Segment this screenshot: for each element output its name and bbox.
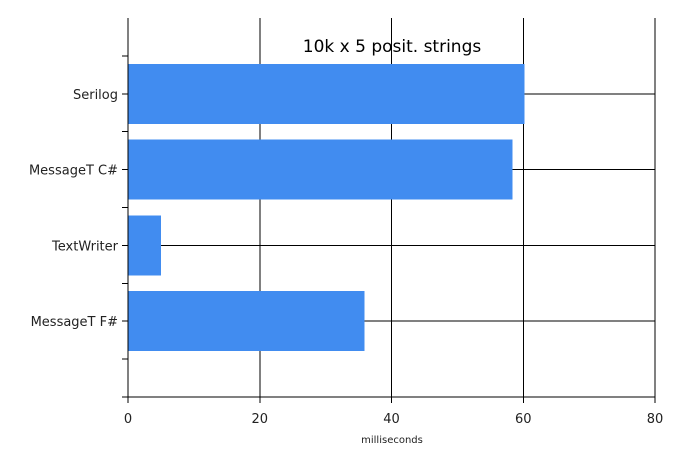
chart-title: 10k x 5 posit. strings [303,37,482,57]
x-tick-label-0: 0 [124,412,132,427]
y-category-label: TextWriter [51,239,119,254]
x-tick-label-40: 40 [383,412,400,427]
x-tick-label-60: 60 [515,412,532,427]
x-tick-label-80: 80 [647,412,664,427]
bar-messaget-f- [128,291,365,352]
bar-messaget-c- [128,139,513,200]
y-category-label: MessageT F# [31,315,118,330]
axes [122,18,655,403]
bars [128,63,525,352]
bar-textwriter [128,215,161,276]
x-axis-label: milliseconds [361,435,423,446]
bar-serilog [128,63,525,124]
y-category-label: MessageT C# [29,164,118,179]
y-category-label: Serilog [73,88,118,103]
x-tick-label-20: 20 [251,412,268,427]
labels: 0 20 40 60 80 Serilog MessageT C# TextWriter Mes… [29,88,663,427]
